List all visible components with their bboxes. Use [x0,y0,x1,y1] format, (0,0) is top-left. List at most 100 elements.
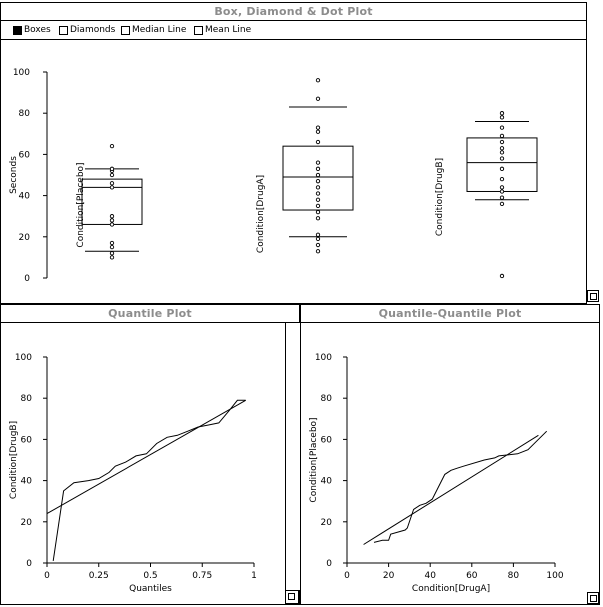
y-tick-label: 100 [13,68,30,78]
data-point [315,129,321,134]
y-tick-label: 0 [326,559,332,569]
quantile-plot-chart: 0 20 40 60 80 100 0 0.25 0.5 0.75 1 Quantiles Condit… [9,353,257,594]
y-tick-label: 20 [321,518,333,528]
data-point [499,139,505,145]
data-point [315,96,321,101]
data-point [109,218,115,223]
data-point [315,209,321,215]
boxes-checkbox[interactable]: Boxes [13,21,51,39]
mean-line-checkbox[interactable]: Mean Line [194,21,251,39]
median-line-checkbox-label: Median Line [132,25,187,35]
x-axis-label: Quantiles [129,584,172,594]
data-point [109,222,115,227]
y-tick-label: 100 [15,353,32,363]
x-tick-label: 0.5 [143,571,157,581]
data-point [109,251,115,256]
data-point [109,255,115,260]
data-point [109,144,115,149]
data-point [109,172,115,178]
y-tick-label: 20 [21,518,33,528]
data-point [499,189,505,194]
data-point [499,125,505,130]
qq-plot-title[interactable]: Quantile-Quantile Plot [301,305,599,323]
x-tick-label: 80 [508,571,520,581]
boxes-checkbox-label: Boxes [24,25,51,35]
y-tick-label: 40 [19,192,31,202]
data-point [499,150,505,155]
data-point [499,273,505,279]
x-tick-label: 100 [546,571,563,581]
y-axis-label: Condition[Placebo] [309,417,319,502]
y-tick-label: 100 [315,353,332,363]
data-line [52,399,246,561]
mean-line-checkbox-box[interactable] [194,25,203,35]
data-point [109,166,115,171]
y-tick-label: 0 [26,559,32,569]
data-point [315,125,321,130]
data-point [109,240,115,246]
y-tick-label: 60 [321,435,333,445]
diamonds-checkbox-box[interactable] [59,25,68,35]
data-point [315,166,321,171]
y-tick-label: 20 [19,233,31,243]
data-point [315,216,321,221]
data-point [315,185,321,190]
y-tick-label: 80 [19,109,31,119]
y-tick-label: 60 [19,150,31,160]
data-point [499,195,505,200]
box [466,137,538,192]
x-tick-label: 0.75 [192,571,212,581]
data-point [315,236,321,242]
x-tick-label: 0 [344,571,350,581]
qq-plot-window: Quantile-Quantile Plot 0 20 40 60 80 100 0 20 40… [300,304,600,605]
top-resize-icon[interactable] [587,290,599,302]
y-axis-label: Seconds [9,156,19,194]
data-line [373,430,548,543]
data-point [315,172,321,178]
data-point [499,133,505,139]
data-point [315,232,321,237]
data-point [315,242,321,248]
fit-line [363,434,539,545]
box-plot-chart: 0 20 40 60 80 100 Seconds Condition[Placebo] Con… [9,68,538,284]
mean-line-checkbox-label: Mean Line [205,25,252,35]
box-plot-window: Box, Diamond & Dot Plot Boxes Diamonds M… [0,2,587,304]
data-point [499,111,505,116]
quantile-plot-window: Quantile Plot 0 20 40 60 80 100 0 0.25 0.5 0.75 1 Q… [0,304,300,605]
x-axis-label: Condition[DrugA] [412,584,490,594]
data-point [315,160,321,165]
median-line-checkbox-box[interactable] [121,25,130,35]
y-tick-label: 60 [21,435,33,445]
data-point [499,156,505,161]
quantile-scrollbar[interactable] [285,323,300,590]
data-point [499,185,505,190]
data-point [315,179,321,184]
qq-resize-icon[interactable] [587,592,599,604]
quantile-resize-icon[interactable] [285,590,299,604]
x-tick-label: 20 [383,571,395,581]
plot-options-toolbar: Boxes Diamonds Median Line Mean Line [1,21,586,40]
box-plot-title[interactable]: Box, Diamond & Dot Plot [1,3,586,21]
fit-line [46,399,246,515]
x-tick-label: 0.25 [89,571,109,581]
group-label: Condition[DrugB] [435,158,445,236]
y-tick-label: 0 [24,274,30,284]
boxes-checkbox-box[interactable] [13,25,22,35]
median-line-checkbox[interactable]: Median Line [121,21,186,39]
data-point [315,197,321,202]
data-point [109,185,115,190]
data-point [499,166,505,171]
data-point [499,176,505,182]
diamonds-checkbox[interactable]: Diamonds [59,21,115,39]
data-point [315,249,321,254]
x-tick-label: 1 [251,571,257,581]
data-point [109,214,115,219]
y-tick-label: 80 [321,394,333,404]
data-point [315,78,321,83]
y-tick-label: 40 [321,477,333,487]
quantile-plot-title[interactable]: Quantile Plot [1,305,299,323]
diamonds-checkbox-label: Diamonds [70,25,116,35]
x-tick-label: 60 [466,571,478,581]
y-axis-label: Condition[DrugB] [9,421,19,499]
y-tick-label: 40 [21,477,33,487]
